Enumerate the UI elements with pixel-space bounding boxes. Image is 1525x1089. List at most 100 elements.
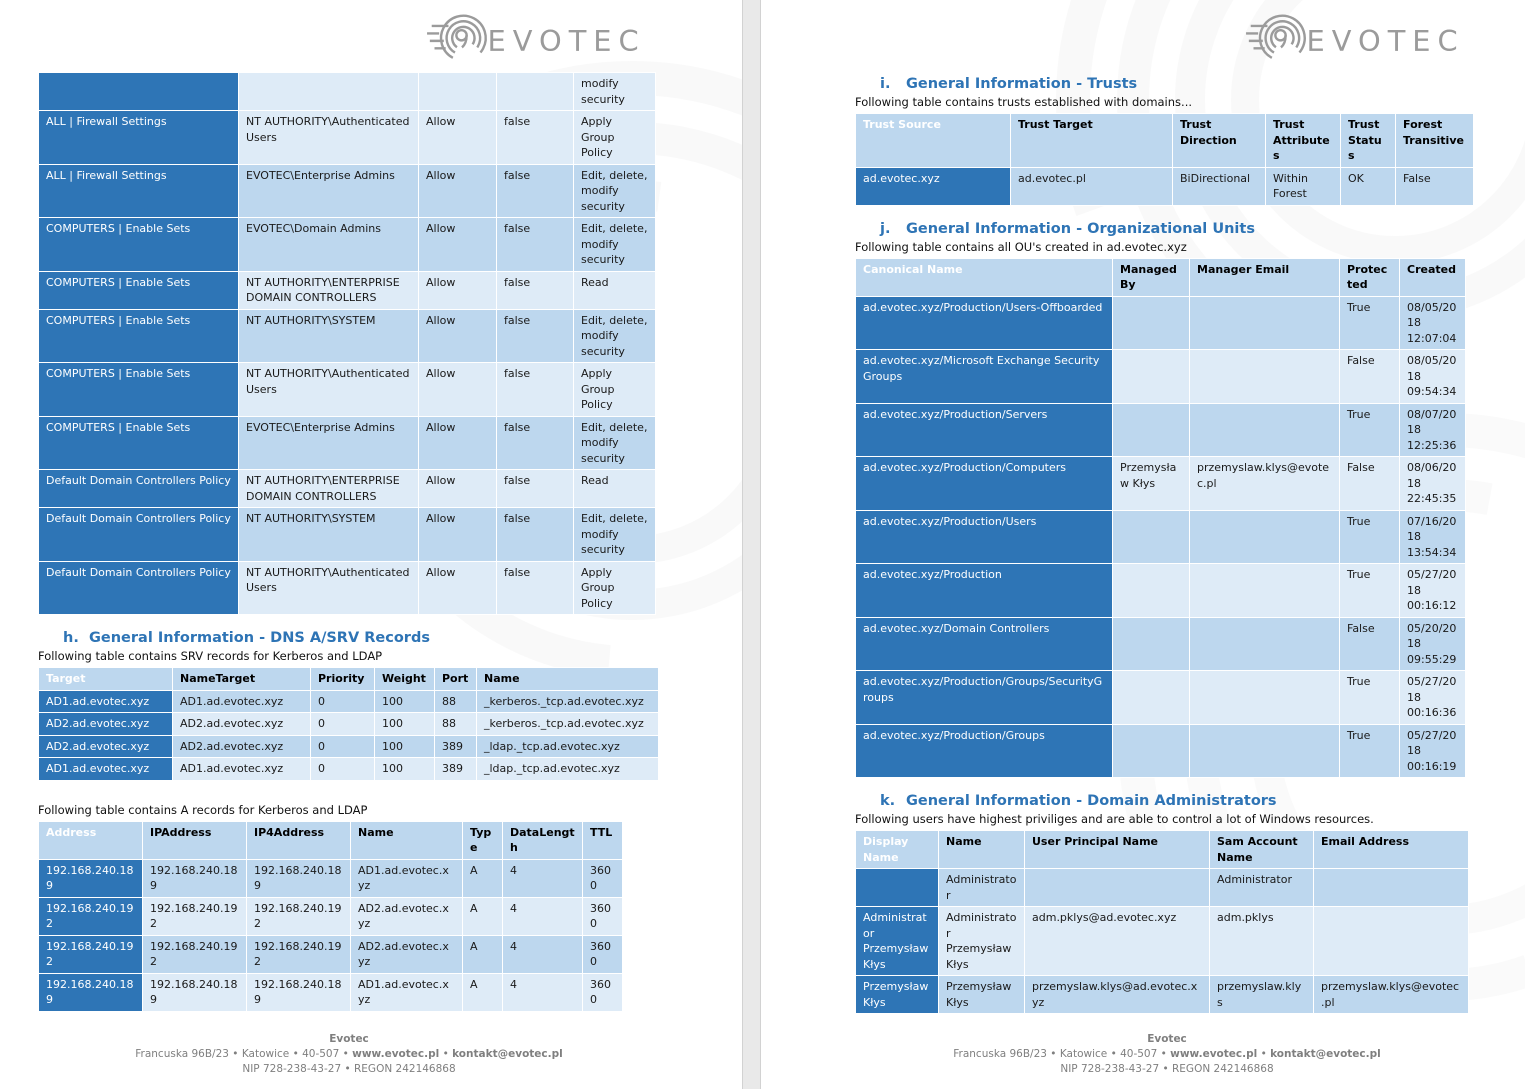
table-cell: OK [1340, 166, 1396, 206]
table-cell [418, 72, 497, 111]
section-title: General Information - Organizational Uni… [906, 220, 1255, 237]
evotec-swirl-logo-icon: EVOTEC [1246, 14, 1458, 62]
table-cell: Allow [418, 560, 497, 615]
table-cell: Allow [418, 270, 497, 310]
table-cell: ad.evotec.xyz/Domain Controllers [855, 616, 1113, 671]
table-cell: 389 [434, 734, 477, 758]
table-cell: ad.evotec.xyz/Microsoft Exchange Securit… [855, 349, 1113, 404]
table-cell [1112, 402, 1190, 457]
column-header: Protected [1339, 257, 1400, 297]
column-header: Weight [374, 667, 435, 691]
table-cell: NT AUTHORITY\SYSTEM [238, 308, 419, 363]
table-cell: EVOTEC\Enterprise Admins [238, 415, 419, 470]
table-cell: COMPUTERS | Enable Sets [38, 415, 239, 470]
table-cell: Allow [418, 110, 497, 165]
table-cell: A [462, 858, 503, 898]
table-row: Administrator Administrator [855, 868, 1469, 907]
column-header: Port [434, 667, 477, 691]
page-left: EVOTEC modify security ALL | Firewall Set… [0, 0, 742, 1089]
table-cell: false [496, 163, 574, 218]
table-row: AD1.ad.evotec.xyz AD1.ad.evotec.xyz 0 100 38… [38, 757, 659, 781]
table-cell: 08/07/2018 12:25:36 [1399, 402, 1466, 457]
header-row: Address IPAddress IP4Address Name Type DataLe… [38, 820, 623, 860]
table-cell [1313, 906, 1469, 976]
table-cell: AD1.ad.evotec.xyz [38, 757, 173, 781]
table-cell: przemyslaw.klys [1209, 975, 1314, 1014]
intro-admins: Following users have highest priviliges … [855, 812, 1374, 826]
table-cell: Administrator Przemysław Kłys [938, 906, 1025, 976]
srv-records-table: Target NameTarget Priority Weight Port Name AD… [38, 667, 659, 781]
table-cell: ad.evotec.pl [1010, 166, 1173, 206]
column-header: Email Address [1313, 830, 1469, 869]
table-cell [496, 72, 574, 111]
table-cell: False [1339, 456, 1400, 511]
table-row: COMPUTERS | Enable Sets EVOTEC\Domain Adm… [38, 217, 656, 272]
logo-wordmark: EVOTEC [488, 24, 646, 58]
table-cell: Edit, delete, modify security [573, 308, 656, 363]
table-cell: 192.168.240.192 [142, 934, 247, 974]
table-cell: A [462, 972, 503, 1012]
table-cell: Edit, delete, modify security [573, 163, 656, 218]
footer-address-text: Francuska 96B/23 • Katowice • 40-507 • [953, 1048, 1171, 1060]
footer-separator: • [439, 1048, 453, 1060]
table-row: ad.evotec.xyz/Production/Users-Offboarde… [855, 295, 1466, 350]
table-cell: 3600 [582, 896, 623, 936]
table-cell: BiDirectional [1172, 166, 1266, 206]
table-cell: 389 [434, 757, 477, 781]
table-cell [238, 72, 419, 111]
column-header: Trust Target [1010, 113, 1173, 168]
table-cell: 100 [374, 757, 435, 781]
table-cell: AD1.ad.evotec.xyz [172, 757, 311, 781]
table-cell: Allow [418, 217, 497, 272]
header-row: Canonical Name Managed By Manager Email Pro… [855, 257, 1466, 297]
table-cell: false [496, 469, 574, 508]
table-cell: NT AUTHORITY\Authenticated Users [238, 560, 419, 615]
section-letter: h. [63, 630, 79, 646]
table-cell: przemyslaw.klys@evotec.pl [1313, 975, 1469, 1014]
header-row: Display Name Name User Principal Name Sam A… [855, 830, 1469, 869]
table-cell: Administrator [1209, 868, 1314, 907]
evotec-logo: EVOTEC [855, 0, 1479, 72]
table-cell: Edit, delete, modify security [573, 415, 656, 470]
table-cell: AD1.ad.evotec.xyz [350, 972, 463, 1012]
table-row: Default Domain Controllers Policy NT AUTH… [38, 507, 656, 562]
table-row: ALL | Firewall Settings EVOTEC\Enterprise… [38, 163, 656, 218]
table-cell: Allow [418, 362, 497, 417]
table-cell: NT AUTHORITY\SYSTEM [238, 507, 419, 562]
table-cell [1112, 349, 1190, 404]
table-cell [1189, 723, 1340, 778]
table-cell: 05/27/2018 00:16:12 [1399, 563, 1466, 618]
column-header: Target [38, 667, 173, 691]
footer-nip-regon: NIP 728-238-43-27 • REGON 242146868 [242, 1063, 456, 1075]
table-row: Default Domain Controllers Policy NT AUTH… [38, 560, 656, 615]
table-cell: false [496, 110, 574, 165]
section-heading-trusts: i. General Information - Trusts [855, 76, 1479, 92]
section-title: General Information - DNS A/SRV Records [89, 630, 430, 646]
column-header: Name [476, 667, 659, 691]
table-cell: Edit, delete, modify security [573, 217, 656, 272]
table-cell: Read [573, 270, 656, 310]
table-cell: Przemysław Kłys [1112, 456, 1190, 511]
page-footer: Evotec Francuska 96B/23 • Katowice • 40-… [38, 1032, 660, 1089]
table-cell: NT AUTHORITY\Authenticated Users [238, 110, 419, 165]
table-cell: Administrator Przemysław Kłys [855, 906, 939, 976]
footer-website: www.evotec.pl [1170, 1048, 1258, 1060]
section-title: General Information - Domain Administrat… [906, 793, 1277, 809]
page-footer: Evotec Francuska 96B/23 • Katowice • 40-… [855, 1032, 1479, 1089]
column-header: Trust Attributes [1265, 113, 1341, 168]
table-cell: Read [573, 469, 656, 508]
table-row: ad.evotec.xyz/Domain Controllers False 05/… [855, 616, 1466, 671]
table-cell: ad.evotec.xyz [855, 166, 1011, 206]
table-row: modify security [38, 72, 656, 111]
column-header: TTL [582, 820, 623, 860]
table-cell: Przemysław Kłys [938, 975, 1025, 1014]
table-row: COMPUTERS | Enable Sets NT AUTHORITY\Auth… [38, 362, 656, 417]
column-header: Priority [310, 667, 375, 691]
table-cell: 192.168.240.189 [38, 858, 143, 898]
column-header: Trust Status [1340, 113, 1396, 168]
table-cell: A [462, 934, 503, 974]
table-cell: 192.168.240.192 [142, 896, 247, 936]
table-cell: 08/06/2018 22:45:35 [1399, 456, 1466, 511]
footer-nip-regon: NIP 728-238-43-27 • REGON 242146868 [1060, 1063, 1274, 1075]
section-heading-ous: j. General Information - Organizational … [855, 221, 1479, 237]
